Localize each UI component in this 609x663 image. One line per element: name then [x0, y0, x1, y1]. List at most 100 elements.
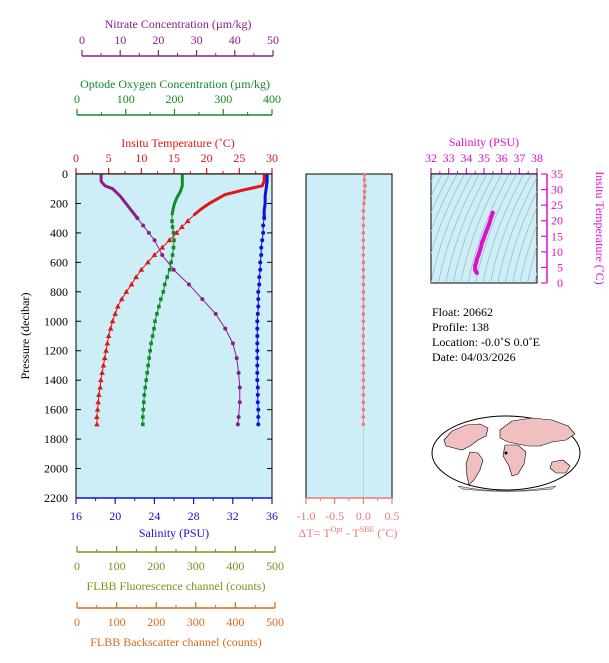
salinity-point — [261, 230, 266, 235]
delta-t-point — [361, 334, 366, 338]
profile-series — [94, 174, 269, 427]
delta-t-point — [361, 422, 366, 427]
isopycnal-curve — [527, 245, 537, 283]
delta-t-series — [361, 172, 367, 498]
temperature-point — [112, 310, 118, 316]
salinity-point — [255, 370, 260, 375]
salinity-point — [256, 304, 261, 309]
nitrate-point — [213, 311, 218, 316]
ts-temp-tick-label: 35 — [551, 167, 563, 181]
salinity-point — [255, 392, 260, 397]
isopycnal-curve — [431, 174, 465, 255]
isopycnal-curve — [431, 174, 436, 183]
ts-temp-tick-label: 30 — [551, 183, 563, 197]
isopycnal-curve — [460, 174, 503, 283]
map-land-antarctica — [457, 485, 557, 492]
isopycnal-curve — [512, 206, 537, 283]
ts-temp-tick-label: 10 — [551, 245, 563, 259]
oxygen-axis-tick-label: 300 — [214, 92, 232, 106]
ts-point — [483, 230, 488, 235]
backscatter-axis-tick-label: 200 — [147, 615, 165, 629]
delta-t-label-main: ΔT= T — [299, 526, 332, 540]
oxygen-point — [149, 341, 153, 346]
temperature-point — [104, 340, 111, 346]
oxygen-point — [165, 275, 169, 279]
ts-point — [480, 239, 485, 244]
temperature-point — [133, 274, 139, 280]
pressure-axis-label: Pressure (decibar) — [18, 293, 32, 380]
isopycnal-curve — [475, 174, 517, 283]
fluorescence-axis-tick-label: 400 — [226, 559, 244, 573]
oxygen-point — [167, 267, 172, 272]
delta-t-axis-tick-label: 0.0 — [356, 509, 371, 523]
isopycnal-curve — [497, 176, 537, 283]
delta-t-point — [361, 260, 366, 265]
temperature-point — [107, 325, 114, 331]
temperature-point — [96, 391, 102, 397]
delta-t-axis-tick-label: -0.5 — [325, 509, 344, 523]
fluorescence-axis-tick-label: 0 — [74, 559, 80, 573]
salinity-axis-tick-label: 32 — [227, 509, 239, 523]
ts-series — [473, 210, 495, 276]
oxygen-point — [159, 297, 163, 301]
temperature-point — [103, 347, 109, 353]
backscatter-axis-tick-label: 0 — [74, 615, 80, 629]
oxygen-axis-tick-label: 100 — [117, 92, 135, 106]
delta-t-point — [362, 172, 367, 177]
temperature-point — [97, 384, 103, 390]
nitrate-point — [141, 223, 146, 228]
ts-salinity-axis-tick-label: 33 — [443, 151, 455, 165]
fluorescence-axis: 0 100 200 300 400 500 — [74, 546, 284, 573]
ts-temp-tick-label: 20 — [551, 214, 563, 228]
delta-t-axis: -1.0 -0.5 0.0 0.5 — [297, 497, 400, 523]
temperature-point — [98, 377, 104, 383]
temperature-axis-tick-label: 0 — [73, 151, 79, 165]
temperature-point — [94, 414, 100, 419]
backscatter-axis-tick-label: 100 — [108, 615, 126, 629]
salinity-point — [255, 311, 260, 316]
temperature-point — [100, 362, 107, 368]
delta-t-axis-tick-label: 0.5 — [385, 509, 400, 523]
salinity-axis: 16 20 24 28 32 36 — [70, 497, 278, 523]
date: Date: 04/03/2026 — [432, 350, 516, 364]
nitrate-axis-tick-label: 30 — [191, 33, 203, 47]
delta-t-point — [361, 319, 366, 324]
delta-t-label-mid: - T — [343, 526, 361, 540]
temperature-point — [118, 296, 125, 302]
temperature-point — [94, 406, 101, 412]
salinity-point — [255, 378, 260, 383]
temperature-point — [173, 229, 180, 235]
pressure-tick-label: 2000 — [44, 462, 68, 476]
nitrate-axis-tick-label: 20 — [152, 33, 164, 47]
ts-point — [487, 221, 492, 226]
nitrate-axis-tick-label: 10 — [114, 33, 126, 47]
map-land-south-america — [465, 451, 484, 486]
ts-point — [478, 246, 483, 251]
salinity-point — [255, 356, 260, 361]
delta-t-point — [361, 304, 366, 309]
map-land-australia — [549, 459, 571, 474]
isopycnal-curve — [438, 174, 480, 283]
oxygen-axis-tick-label: 0 — [74, 92, 80, 106]
oxygen-point — [152, 326, 156, 331]
oxygen-point — [153, 319, 157, 324]
profile-number: Profile: 138 — [432, 320, 489, 334]
pressure-axis: 0 200 400 600 800 1000 1200 1400 1600 1800 2000 220… — [44, 167, 392, 505]
salinity-point — [257, 282, 262, 287]
pressure-tick-label: 800 — [50, 285, 68, 299]
isopycnal-curve — [467, 174, 510, 283]
pressure-tick-label: 600 — [50, 255, 68, 269]
salinity-point — [259, 253, 264, 257]
salinity-point — [256, 407, 261, 412]
fluorescence-axis-tick-label: 500 — [266, 559, 284, 573]
backscatter-axis-label: FLBB Backscatter channel (counts) — [90, 635, 262, 649]
delta-t-point — [361, 245, 366, 250]
delta-t-point — [361, 282, 366, 287]
salinity-axis-tick-label: 16 — [70, 509, 82, 523]
ts-salinity-axis-tick-label: 38 — [531, 151, 543, 165]
temperature-point — [101, 355, 108, 361]
pressure-tick-label: 1800 — [44, 432, 68, 446]
isopycnal-curve — [445, 174, 488, 283]
salinity-point — [256, 415, 261, 419]
delta-t-point — [361, 407, 366, 412]
